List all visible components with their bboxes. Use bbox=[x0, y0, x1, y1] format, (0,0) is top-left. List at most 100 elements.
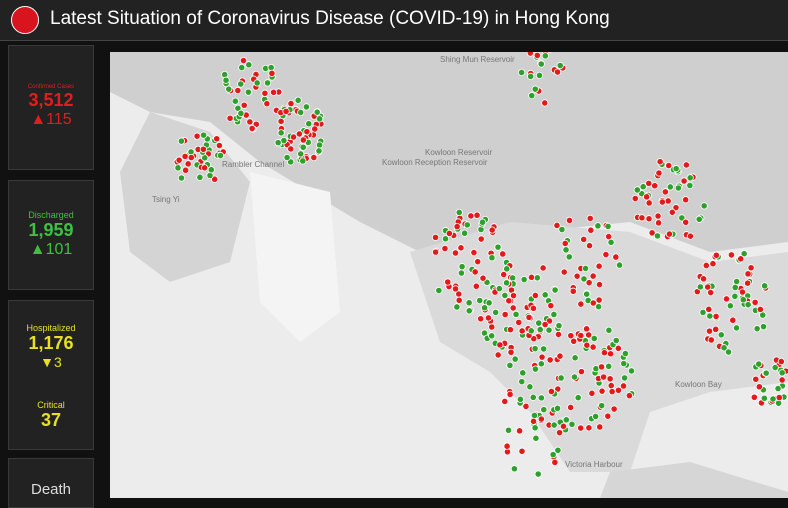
case-dot[interactable] bbox=[546, 52, 552, 53]
case-dot[interactable] bbox=[589, 343, 597, 351]
case-dot[interactable] bbox=[615, 261, 624, 269]
case-dot[interactable] bbox=[664, 197, 672, 205]
case-dot[interactable] bbox=[761, 282, 769, 290]
case-dot[interactable] bbox=[184, 160, 192, 168]
case-dot[interactable] bbox=[717, 331, 725, 339]
case-dot[interactable] bbox=[305, 120, 313, 128]
case-dot[interactable] bbox=[778, 376, 786, 384]
case-dot[interactable] bbox=[261, 89, 269, 97]
case-dot[interactable] bbox=[627, 367, 636, 375]
case-dot[interactable] bbox=[453, 303, 461, 311]
case-dot[interactable] bbox=[263, 100, 271, 108]
case-dot[interactable] bbox=[553, 68, 562, 76]
case-dot[interactable] bbox=[253, 79, 261, 87]
case-dot[interactable] bbox=[585, 424, 593, 432]
case-dot[interactable] bbox=[744, 301, 752, 309]
case-dot[interactable] bbox=[699, 275, 708, 283]
case-dot[interactable] bbox=[533, 274, 541, 282]
case-dot[interactable] bbox=[494, 351, 502, 359]
case-dot[interactable] bbox=[778, 369, 786, 377]
case-dot[interactable] bbox=[522, 402, 530, 410]
case-dot[interactable] bbox=[580, 275, 588, 283]
case-dot[interactable] bbox=[661, 188, 669, 196]
case-dot[interactable] bbox=[537, 360, 545, 368]
case-dot[interactable] bbox=[215, 141, 223, 150]
case-dot[interactable] bbox=[287, 100, 295, 108]
case-dot[interactable] bbox=[546, 356, 554, 364]
case-dot[interactable] bbox=[518, 378, 526, 386]
case-dot[interactable] bbox=[520, 275, 528, 284]
case-dot[interactable] bbox=[551, 458, 559, 467]
case-dot[interactable] bbox=[245, 61, 253, 69]
case-dot[interactable] bbox=[187, 153, 195, 162]
case-dot[interactable] bbox=[565, 253, 573, 261]
case-dot[interactable] bbox=[602, 250, 610, 259]
case-dot[interactable] bbox=[501, 310, 509, 319]
case-dot[interactable] bbox=[299, 136, 307, 144]
case-dot[interactable] bbox=[633, 186, 641, 194]
case-dot[interactable] bbox=[193, 132, 201, 140]
case-dot[interactable] bbox=[732, 324, 741, 332]
case-dot[interactable] bbox=[696, 283, 704, 291]
case-dot[interactable] bbox=[516, 395, 525, 403]
case-dot[interactable] bbox=[550, 421, 558, 429]
case-dot[interactable] bbox=[553, 404, 562, 412]
case-dot[interactable] bbox=[537, 394, 545, 402]
case-dot[interactable] bbox=[747, 264, 755, 272]
case-dot[interactable] bbox=[511, 355, 519, 363]
case-dot[interactable] bbox=[534, 470, 542, 478]
case-dot[interactable] bbox=[678, 214, 686, 222]
case-dot[interactable] bbox=[589, 299, 597, 307]
case-dot[interactable] bbox=[665, 161, 673, 170]
case-dot[interactable] bbox=[518, 327, 526, 335]
case-dot[interactable] bbox=[211, 175, 219, 183]
case-dot[interactable] bbox=[577, 424, 585, 432]
map[interactable]: Shing Mun Reservoir Kowloon Reservoir Ko… bbox=[110, 52, 788, 498]
case-dot[interactable] bbox=[592, 412, 600, 421]
case-dot[interactable] bbox=[303, 128, 311, 136]
case-dot[interactable] bbox=[648, 229, 656, 237]
case-dot[interactable] bbox=[595, 296, 603, 304]
case-dot[interactable] bbox=[484, 314, 493, 322]
case-dot[interactable] bbox=[655, 169, 663, 177]
case-dot[interactable] bbox=[500, 270, 508, 279]
case-dot[interactable] bbox=[570, 373, 579, 381]
case-dot[interactable] bbox=[503, 442, 511, 450]
case-dot[interactable] bbox=[299, 157, 307, 165]
case-dot[interactable] bbox=[558, 225, 566, 234]
case-dot[interactable] bbox=[651, 182, 659, 190]
case-dot[interactable] bbox=[541, 52, 549, 60]
case-dot[interactable] bbox=[590, 334, 598, 343]
case-dot[interactable] bbox=[595, 262, 603, 270]
case-dot[interactable] bbox=[472, 282, 480, 290]
case-dot[interactable] bbox=[614, 386, 623, 394]
case-dot[interactable] bbox=[297, 108, 305, 117]
case-dot[interactable] bbox=[726, 302, 734, 310]
case-dot[interactable] bbox=[479, 274, 487, 282]
case-dot[interactable] bbox=[529, 304, 538, 312]
case-dot[interactable] bbox=[707, 336, 715, 344]
case-dot[interactable] bbox=[585, 279, 593, 287]
case-dot[interactable] bbox=[541, 320, 549, 329]
case-dot[interactable] bbox=[274, 139, 282, 147]
case-dot[interactable] bbox=[583, 341, 591, 349]
case-dot[interactable] bbox=[453, 222, 461, 231]
case-dot[interactable] bbox=[722, 295, 731, 303]
case-dot[interactable] bbox=[231, 97, 239, 105]
case-dot[interactable] bbox=[310, 153, 318, 162]
case-dot[interactable] bbox=[455, 296, 463, 304]
case-dot[interactable] bbox=[709, 260, 717, 268]
case-dot[interactable] bbox=[536, 325, 544, 334]
case-dot[interactable] bbox=[610, 405, 618, 413]
case-dot[interactable] bbox=[473, 211, 481, 219]
case-dot[interactable] bbox=[239, 56, 248, 65]
case-dot[interactable] bbox=[604, 222, 612, 230]
case-dot[interactable] bbox=[529, 393, 537, 401]
case-dot[interactable] bbox=[612, 336, 620, 345]
case-dot[interactable] bbox=[752, 375, 760, 383]
case-dot[interactable] bbox=[470, 248, 478, 257]
case-dot[interactable] bbox=[476, 296, 484, 305]
case-dot[interactable] bbox=[607, 381, 615, 390]
case-dot[interactable] bbox=[463, 221, 471, 229]
case-dot[interactable] bbox=[755, 360, 763, 368]
